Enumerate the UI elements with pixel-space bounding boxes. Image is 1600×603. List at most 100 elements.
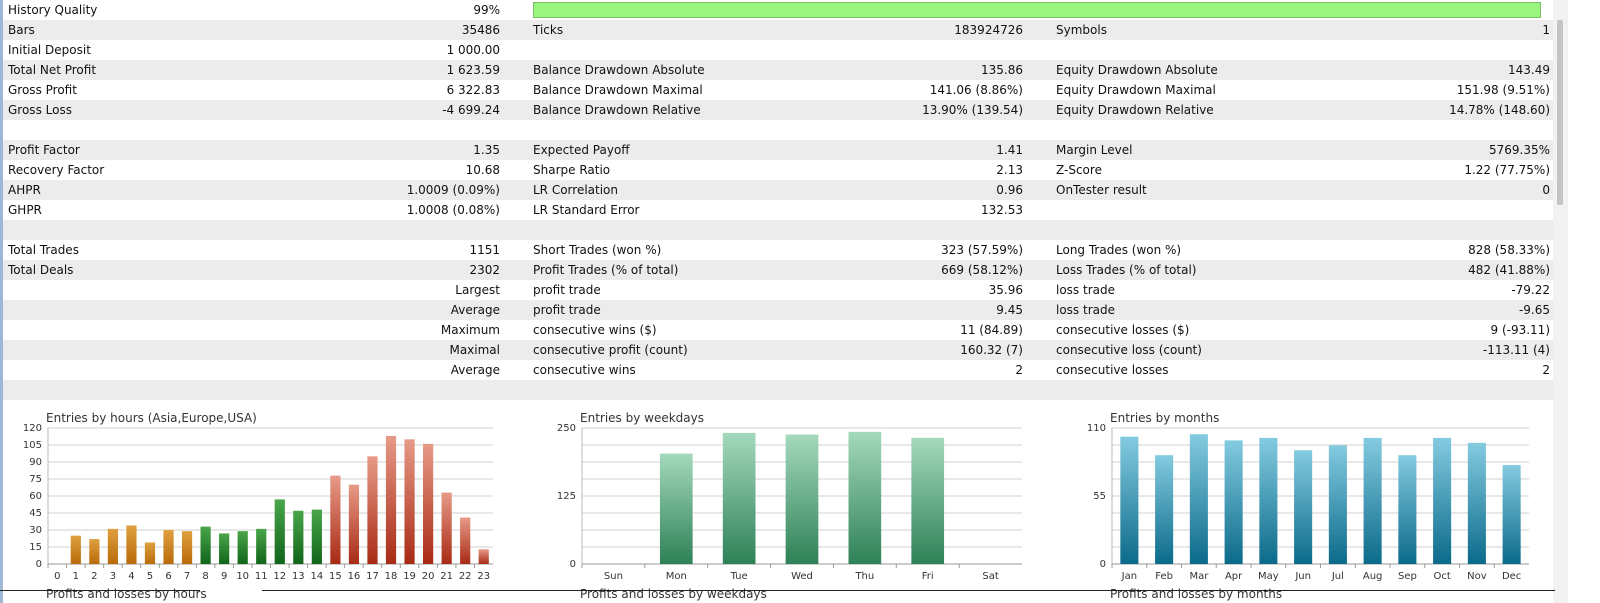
stat-label: profit trade bbox=[533, 283, 601, 297]
x-tick-label: 15 bbox=[329, 571, 342, 582]
x-tick-label: 4 bbox=[128, 571, 134, 582]
bar-22 bbox=[460, 517, 471, 564]
report-row: Recovery Factor 10.68 Sharpe Ratio 2.13 Z-Sc… bbox=[3, 160, 1553, 180]
chart-1: Entries by weekdays 0 125 250 Sun Mon Tue Wed Th… bbox=[557, 411, 1022, 601]
stat-label: Profit Factor bbox=[8, 143, 80, 157]
stat-label: loss trade bbox=[1056, 283, 1115, 297]
report-row: Total Deals 2302 Profit Trades (% of total… bbox=[3, 260, 1553, 280]
x-tick-label: 7 bbox=[184, 571, 190, 582]
stat-label: Z-Score bbox=[1056, 163, 1102, 177]
stat-value: 35486 bbox=[461, 23, 500, 37]
stat-value: 13.90% (139.54) bbox=[922, 103, 1023, 117]
stat-label: Gross Loss bbox=[8, 103, 72, 117]
stat-value: 5769.35% bbox=[1488, 143, 1550, 157]
x-tick-label: 13 bbox=[292, 571, 305, 582]
stat-label: Expected Payoff bbox=[533, 143, 630, 157]
report-row: Average profit trade 9.45 loss trade -9.65 bbox=[3, 300, 1553, 320]
stat-value: 0.96 bbox=[996, 183, 1023, 197]
x-tick-label: 8 bbox=[202, 571, 208, 582]
chart-2: Entries by months 0 55 110 Jan Feb Mar Apr May Ju… bbox=[1087, 411, 1529, 601]
x-tick-label: 18 bbox=[385, 571, 398, 582]
stat-value: Average bbox=[450, 303, 500, 317]
stat-label: Total Trades bbox=[8, 243, 79, 257]
x-tick-label: Apr bbox=[1225, 571, 1243, 582]
scrollbar-track[interactable] bbox=[1553, 0, 1568, 603]
stat-value: 143.49 bbox=[1508, 63, 1550, 77]
report-row: Profit Factor 1.35 Expected Payoff 1.41 Marg… bbox=[3, 140, 1553, 160]
bar-1 bbox=[70, 535, 81, 564]
x-tick-label: 20 bbox=[422, 571, 435, 582]
stat-value: 2302 bbox=[469, 263, 500, 277]
bar-6 bbox=[163, 530, 174, 564]
panel-border bbox=[262, 590, 1555, 591]
stat-label: OnTester result bbox=[1056, 183, 1147, 197]
x-tick-label: May bbox=[1258, 571, 1279, 582]
scrollbar-thumb[interactable] bbox=[1557, 20, 1563, 205]
stat-value: 160.32 (7) bbox=[960, 343, 1023, 357]
report-row: Maximal consecutive profit (count) 160.32 … bbox=[3, 340, 1553, 360]
chart-title: Entries by months bbox=[1110, 411, 1219, 425]
bar-Dec bbox=[1502, 465, 1521, 564]
stat-value: 828 (58.33%) bbox=[1468, 243, 1550, 257]
stat-label: consecutive losses bbox=[1056, 363, 1169, 377]
stat-label: loss trade bbox=[1056, 303, 1115, 317]
stat-label: consecutive wins bbox=[533, 363, 636, 377]
bar-10 bbox=[237, 531, 248, 564]
x-tick-label: Dec bbox=[1502, 571, 1521, 582]
stat-label: Loss Trades (% of total) bbox=[1056, 263, 1197, 277]
stat-value: 1 bbox=[1542, 23, 1550, 37]
x-tick-label: 21 bbox=[440, 571, 453, 582]
bar-4 bbox=[126, 525, 137, 564]
bar-11 bbox=[256, 528, 267, 564]
x-tick-label: Thu bbox=[854, 571, 874, 582]
x-tick-label: Wed bbox=[791, 571, 813, 582]
y-tick-label: 90 bbox=[29, 457, 42, 468]
x-tick-label: Fri bbox=[922, 571, 934, 582]
bar-Jan bbox=[1120, 436, 1139, 564]
bar-Mon bbox=[659, 453, 693, 564]
y-tick-label: 250 bbox=[557, 423, 576, 434]
history-quality-bar bbox=[533, 2, 1541, 18]
chart-0: Entries by hours (Asia,Europe,USA)015304… bbox=[23, 411, 493, 601]
bar-21 bbox=[441, 492, 452, 564]
bar-Wed bbox=[785, 434, 819, 564]
x-tick-label: 5 bbox=[147, 571, 153, 582]
stat-label: Equity Drawdown Relative bbox=[1056, 103, 1214, 117]
window-edge bbox=[0, 0, 3, 603]
stat-label: Symbols bbox=[1056, 23, 1107, 37]
stat-label: Profit Trades (% of total) bbox=[533, 263, 679, 277]
bar-12 bbox=[274, 499, 285, 564]
stat-label: Bars bbox=[8, 23, 35, 37]
y-tick-label: 110 bbox=[1087, 423, 1106, 434]
stat-label: consecutive loss (count) bbox=[1056, 343, 1202, 357]
stat-value: 35.96 bbox=[988, 283, 1023, 297]
x-tick-label: Nov bbox=[1467, 571, 1487, 582]
stat-label: LR Correlation bbox=[533, 183, 619, 197]
stat-label: Total Net Profit bbox=[8, 63, 97, 77]
bar-Sep bbox=[1398, 455, 1417, 564]
stat-label: Balance Drawdown Relative bbox=[533, 103, 701, 117]
stat-label: consecutive losses ($) bbox=[1056, 323, 1190, 337]
report-row bbox=[3, 220, 1553, 240]
bar-18 bbox=[385, 435, 397, 564]
stat-value: 135.86 bbox=[981, 63, 1023, 77]
bar-20 bbox=[423, 443, 434, 564]
stat-value: 10.68 bbox=[465, 163, 500, 177]
stat-value: 1.22 (77.75%) bbox=[1464, 163, 1550, 177]
x-tick-label: 9 bbox=[221, 571, 227, 582]
stat-label: Sharpe Ratio bbox=[533, 163, 611, 177]
stat-label: consecutive wins ($) bbox=[533, 323, 657, 337]
stat-label: profit trade bbox=[533, 303, 601, 317]
stat-value: 9 (-93.11) bbox=[1490, 323, 1551, 337]
stat-value: 669 (58.12%) bbox=[941, 263, 1023, 277]
chart-title: Entries by weekdays bbox=[580, 411, 704, 425]
bar-8 bbox=[200, 526, 211, 564]
stat-label: Long Trades (won %) bbox=[1056, 243, 1182, 257]
bar-Feb bbox=[1155, 455, 1174, 564]
report-row: Maximum consecutive wins ($) 11 (84.89) con… bbox=[3, 320, 1553, 340]
bar-15 bbox=[330, 475, 341, 564]
report-row bbox=[3, 120, 1553, 140]
x-tick-label: Sat bbox=[982, 571, 998, 582]
stat-value: 141.06 (8.86%) bbox=[929, 83, 1023, 97]
report-row: Largest profit trade 35.96 loss trade -79.22 bbox=[3, 280, 1553, 300]
